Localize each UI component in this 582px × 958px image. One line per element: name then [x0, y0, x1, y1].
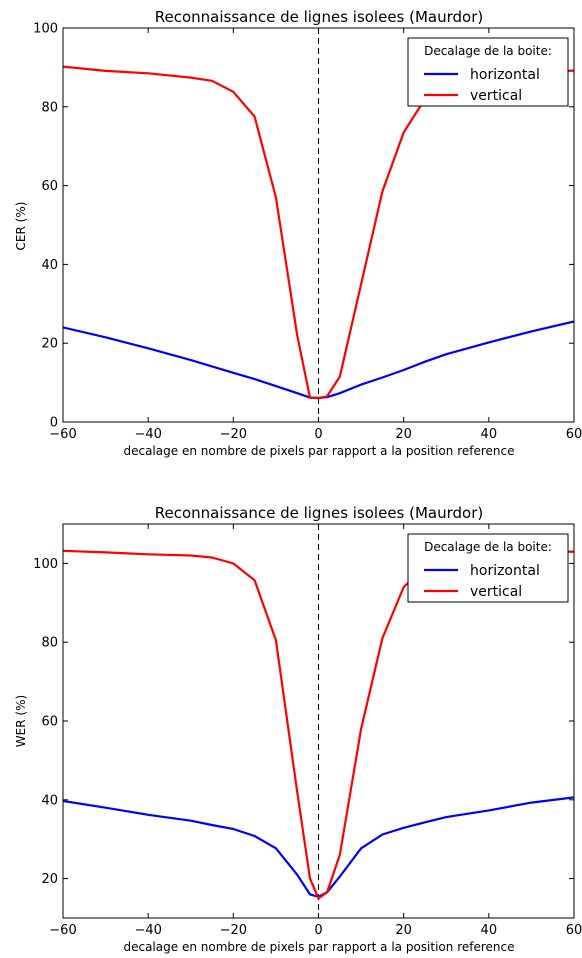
cer-plot-area: −60 −40 −20 0 20 40 60 0 20 40 60 80 100 Decalage de …: [33, 22, 582, 443]
cer-y-tick-label: 60: [41, 179, 58, 194]
cer-legend-label-vertical: vertical: [470, 88, 522, 104]
cer-x-tick-label: −60: [49, 427, 76, 442]
cer-x-tick-label: 40: [481, 427, 498, 442]
cer-chart-title: Reconnaissance de lignes isolees (Maurdo…: [155, 8, 484, 26]
wer-chart: Reconnaissance de lignes isolees (Maurdo…: [14, 504, 582, 954]
cer-legend: Decalage de la boite: horizontal vertical: [407, 37, 569, 107]
cer-y-tick-label: 80: [41, 100, 58, 115]
wer-y-tick-label: 100: [33, 557, 58, 572]
wer-y-axis-label: WER (%): [14, 695, 28, 747]
wer-axes-frame: [62, 523, 575, 919]
cer-x-axis-label: decalage en nombre de pixels par rapport…: [123, 444, 514, 458]
wer-legend-label-horizontal: horizontal: [470, 563, 540, 579]
wer-legend: Decalage de la boite: horizontal vertical: [407, 533, 569, 603]
cer-axes-frame: [62, 27, 575, 423]
wer-legend-title: Decalage de la boite:: [424, 540, 552, 554]
cer-x-tick-label: 20: [395, 427, 412, 442]
cer-x-tick-label: 60: [566, 427, 582, 442]
cer-chart: Reconnaissance de lignes isolees (Maurdo…: [14, 8, 582, 458]
wer-y-tick-label: 80: [41, 636, 58, 651]
wer-x-tick-label: 60: [566, 923, 582, 938]
wer-x-tick-label: −60: [49, 923, 76, 938]
cer-x-tick-label: −20: [220, 427, 247, 442]
cer-y-tick-label: 20: [41, 337, 58, 352]
cer-legend-title: Decalage de la boite:: [424, 44, 552, 58]
wer-x-tick-label: −40: [134, 923, 161, 938]
wer-x-axis-label: decalage en nombre de pixels par rapport…: [123, 940, 514, 954]
wer-y-tick-label: 20: [41, 872, 58, 887]
cer-y-axis-label: CER (%): [14, 202, 28, 251]
wer-x-tick-label: −20: [220, 923, 247, 938]
cer-y-tick-label: 100: [33, 22, 58, 37]
cer-x-tick-label: 0: [314, 427, 322, 442]
cer-legend-label-horizontal: horizontal: [470, 67, 540, 83]
wer-x-tick-label: 20: [395, 923, 412, 938]
wer-y-tick-label: 40: [41, 793, 58, 808]
cer-y-tick-label: 0: [50, 416, 58, 431]
wer-x-tick-label: 0: [314, 923, 322, 938]
wer-plot-area: −60 −40 −20 0 20 40 60 20 40 60 80 100 Decalage de l…: [33, 523, 582, 938]
cer-x-tick-label: −40: [134, 427, 161, 442]
wer-x-tick-label: 40: [481, 923, 498, 938]
cer-y-tick-label: 40: [41, 258, 58, 273]
wer-legend-label-vertical: vertical: [470, 584, 522, 600]
wer-chart-title: Reconnaissance de lignes isolees (Maurdo…: [155, 504, 484, 522]
wer-y-tick-label: 60: [41, 715, 58, 730]
